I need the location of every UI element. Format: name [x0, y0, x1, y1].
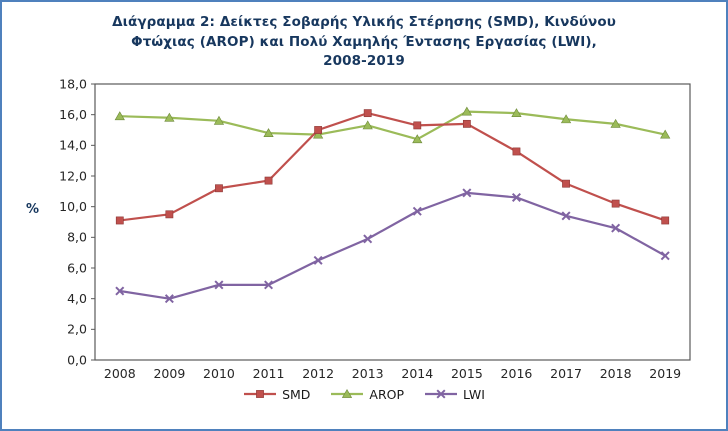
svg-text:0,0: 0,0 — [67, 352, 87, 367]
svg-text:2012: 2012 — [302, 366, 334, 381]
svg-text:18,0: 18,0 — [59, 76, 87, 91]
chart-title-line3: 2008-2019 — [323, 53, 405, 70]
svg-text:2016: 2016 — [501, 366, 533, 381]
lwi-legend-label: LWI — [463, 386, 485, 402]
chart-title: Διάγραμμα 2: Δείκτες Σοβαρής Υλικής Στέρ… — [2, 13, 726, 72]
chart-canvas: 0,0 2,0 4,0 6,0 8,0 10,0 12,0 14,0 16,0 18,0 2008 2… — [59, 76, 691, 381]
svg-text:2018: 2018 — [600, 366, 632, 381]
svg-text:10,0: 10,0 — [59, 199, 87, 214]
svg-text:2010: 2010 — [203, 366, 235, 381]
chart-title-line1: Διάγραμμα 2: Δείκτες Σοβαρής Υλικής Στέρ… — [112, 14, 616, 30]
smd-legend-label: SMD — [282, 386, 311, 402]
svg-text:14,0: 14,0 — [59, 137, 87, 152]
svg-text:2,0: 2,0 — [67, 321, 87, 336]
arop-legend-marker — [331, 389, 364, 399]
y-axis-label: % — [26, 201, 40, 217]
chart-title-line2: Φτώχιας (AROP) και Πολύ Χαμηλής Έντασης … — [131, 33, 597, 50]
svg-text:4,0: 4,0 — [67, 291, 87, 306]
svg-text:2009: 2009 — [153, 366, 185, 381]
svg-text:12,0: 12,0 — [59, 168, 87, 183]
smd-legend-marker — [244, 390, 277, 399]
svg-text:2013: 2013 — [352, 366, 384, 381]
legend-item-lwi: LWI — [424, 387, 485, 402]
svg-text:8,0: 8,0 — [67, 229, 87, 244]
arop-legend-label: AROP — [369, 386, 405, 402]
legend: SMD AROP LWI — [2, 387, 726, 402]
legend-item-arop: AROP — [330, 387, 404, 402]
svg-text:2015: 2015 — [451, 366, 483, 381]
lwi-legend-marker — [425, 389, 458, 399]
svg-text:2008: 2008 — [104, 366, 136, 381]
svg-text:6,0: 6,0 — [67, 260, 87, 275]
svg-text:16,0: 16,0 — [59, 107, 87, 122]
plot-region: % 0,0 2,0 4,0 6,0 8,0 10,0 12,0 14,0 16,0 18,0 200… — [2, 74, 726, 386]
legend-item-smd: SMD — [243, 387, 310, 402]
svg-text:2019: 2019 — [649, 366, 681, 381]
svg-text:2017: 2017 — [550, 366, 582, 381]
svg-text:2014: 2014 — [401, 366, 433, 381]
svg-text:2011: 2011 — [253, 366, 285, 381]
